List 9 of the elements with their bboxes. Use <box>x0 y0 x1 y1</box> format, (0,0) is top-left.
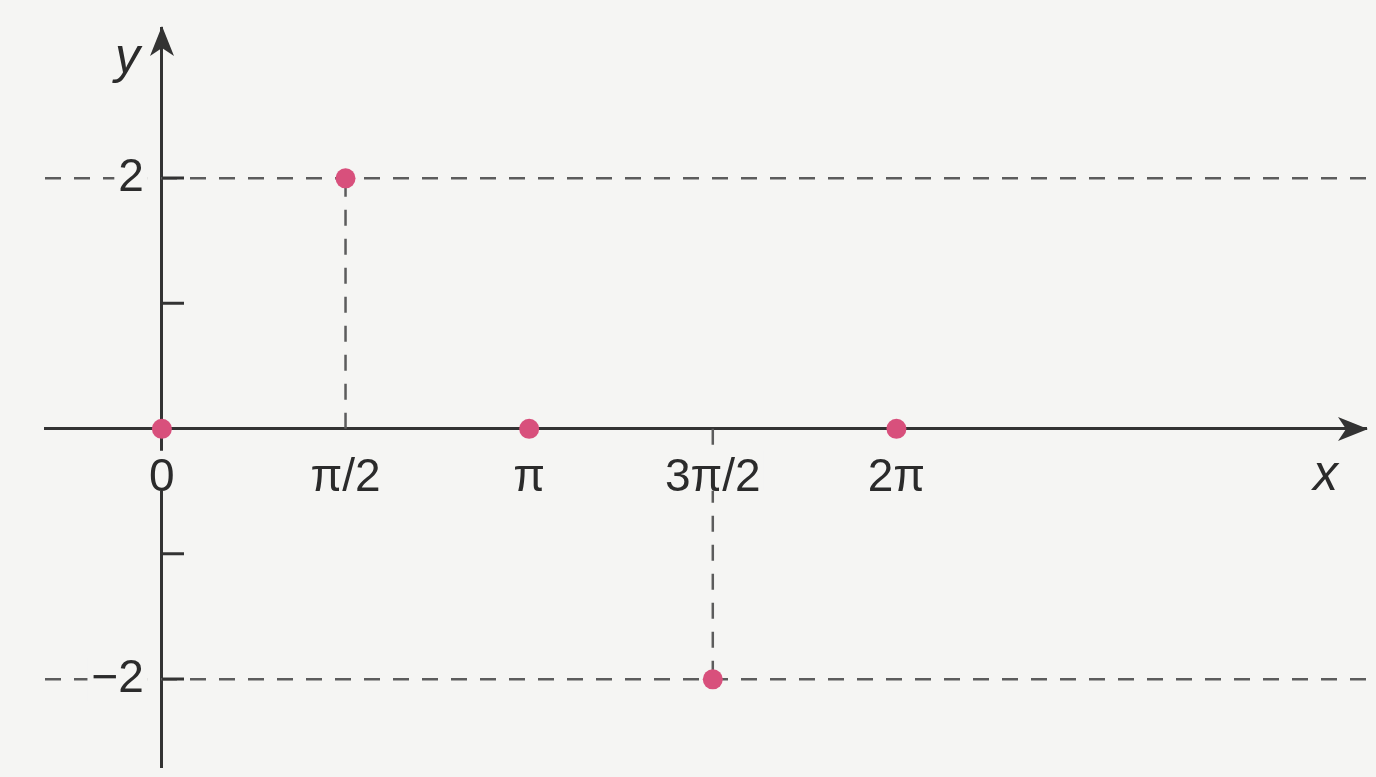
x-axis-title: x <box>1311 444 1340 501</box>
x-tick-label: 2π <box>867 448 926 501</box>
y-tick-label: 2 <box>118 148 144 201</box>
x-tick-label: 3π/2 <box>664 448 761 501</box>
x-tick-label: π/2 <box>310 448 381 501</box>
x-tick-label: π <box>513 448 546 501</box>
y-axis-title: y <box>111 27 143 84</box>
x-tick-label: 0 <box>149 448 175 501</box>
y-tick-label: −2 <box>91 650 144 703</box>
